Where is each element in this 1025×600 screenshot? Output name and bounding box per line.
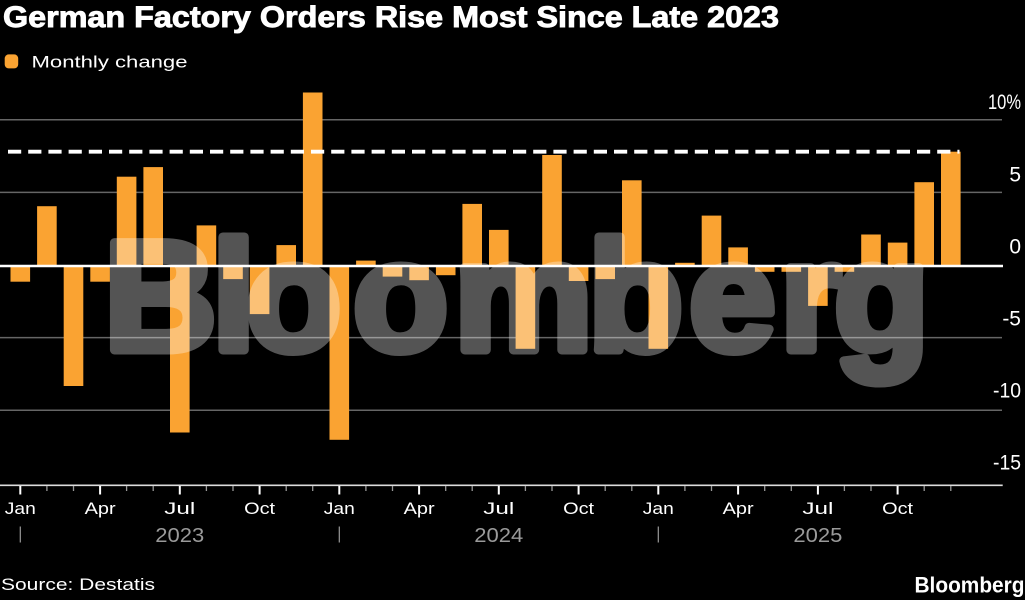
svg-text:Bloomberg: Bloomberg: [915, 573, 1025, 598]
svg-text:Oct: Oct: [244, 500, 275, 518]
svg-text:Monthly change: Monthly change: [32, 53, 188, 72]
svg-text:Jan: Jan: [5, 500, 36, 518]
svg-text:Apr: Apr: [404, 500, 436, 518]
svg-text:Oct: Oct: [563, 500, 594, 518]
svg-text:-15: -15: [993, 452, 1021, 475]
svg-text:2024: 2024: [474, 525, 523, 547]
svg-text:-10: -10: [993, 380, 1021, 403]
svg-text:2025: 2025: [793, 525, 842, 547]
svg-text:Apr: Apr: [85, 500, 117, 518]
svg-text:Jan: Jan: [324, 500, 355, 518]
svg-text:Jul: Jul: [802, 500, 833, 518]
svg-text:Bloomberg: Bloomberg: [104, 210, 929, 384]
svg-text:Source: Destatis: Source: Destatis: [1, 575, 155, 594]
svg-text:Jul: Jul: [483, 500, 514, 518]
svg-text:5: 5: [1009, 164, 1021, 187]
svg-text:-5: -5: [1002, 308, 1021, 331]
svg-text:10%: 10%: [988, 91, 1021, 114]
svg-text:German Factory Orders Rise Mos: German Factory Orders Rise Most Since La…: [3, 1, 779, 34]
svg-text:Jul: Jul: [164, 500, 195, 518]
svg-text:Oct: Oct: [882, 500, 913, 518]
svg-text:Jan: Jan: [643, 500, 674, 518]
svg-text:Apr: Apr: [723, 500, 755, 518]
svg-text:0: 0: [1009, 236, 1021, 259]
svg-text:2023: 2023: [155, 525, 204, 547]
